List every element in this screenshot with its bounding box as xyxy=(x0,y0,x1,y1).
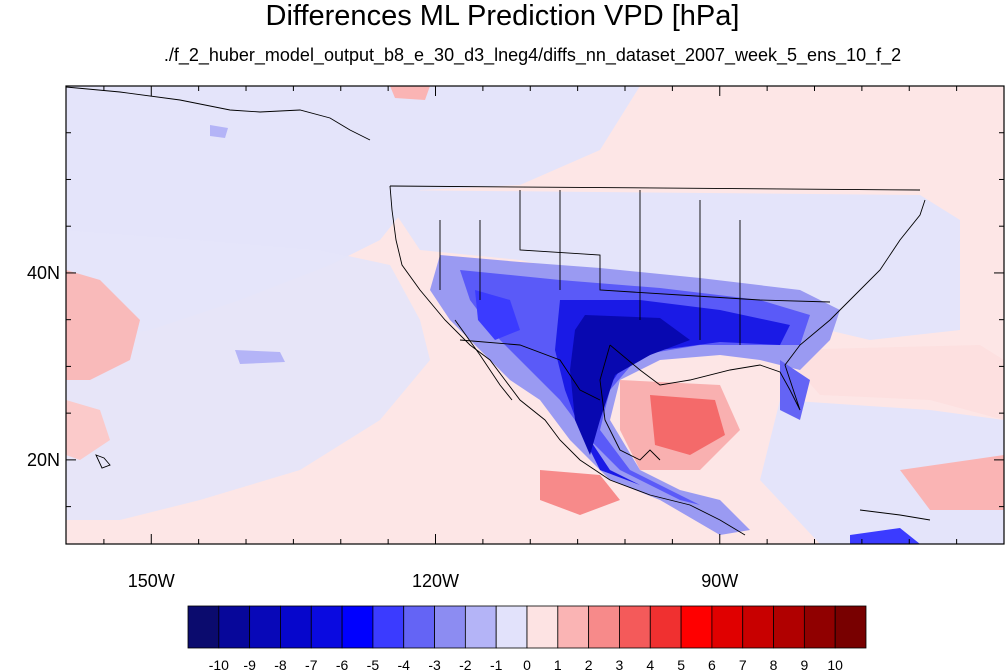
colorbar-label: -7 xyxy=(305,657,318,672)
colorbar-label: -5 xyxy=(367,657,380,672)
colorbar-swatch xyxy=(557,605,590,649)
colorbar-swatch xyxy=(403,605,435,649)
colorbar-swatch xyxy=(341,605,374,649)
colorbar-swatch xyxy=(280,605,312,649)
lon-label: 90W xyxy=(701,571,738,591)
colorbar-swatch xyxy=(434,605,466,649)
colorbar-label: -10 xyxy=(209,657,229,672)
colorbar-label: 4 xyxy=(646,657,654,672)
colorbar-label: -4 xyxy=(398,657,411,672)
colorbar-swatch xyxy=(464,605,497,649)
map-frame xyxy=(65,85,1005,545)
colorbar-swatch xyxy=(526,605,559,649)
colorbar-swatch xyxy=(803,605,836,649)
colorbar-swatch xyxy=(588,605,620,649)
latitude-labels: 40N 20N xyxy=(27,263,60,470)
map-subtitle: ./f_2_huber_model_output_b8_e_30_d3_lneg… xyxy=(163,45,902,65)
coastlines xyxy=(66,86,931,536)
colorbar-swatch xyxy=(649,605,682,649)
colorbar-label: 10 xyxy=(827,657,843,672)
lon-label: 120W xyxy=(412,571,459,591)
colorbar-label: 8 xyxy=(770,657,778,672)
longitude-labels: 150W 120W 90W xyxy=(128,571,739,591)
colorbar-label: -9 xyxy=(243,657,256,672)
lon-label: 150W xyxy=(128,571,175,591)
colorbar-label: 3 xyxy=(616,657,624,672)
colorbar-swatch xyxy=(742,605,774,649)
colorbar-label: 0 xyxy=(523,657,531,672)
colorbar-label: 7 xyxy=(739,657,747,672)
colorbar xyxy=(187,605,867,649)
colorbar-swatch xyxy=(619,605,651,649)
colorbar-label: -2 xyxy=(459,657,472,672)
colorbar-swatch xyxy=(711,605,744,649)
map-title: Differences ML Prediction VPD [hPa] xyxy=(265,0,740,32)
colorbar-swatch xyxy=(218,605,251,649)
colorbar-label: 9 xyxy=(800,657,808,672)
colorbar-label: 1 xyxy=(554,657,562,672)
colorbar-label: 5 xyxy=(677,657,685,672)
difference-field xyxy=(66,86,1004,544)
colorbar-swatch xyxy=(834,605,867,649)
colorbar-label: -8 xyxy=(274,657,287,672)
lat-label: 20N xyxy=(27,450,60,470)
colorbar-swatch xyxy=(495,605,528,649)
colorbar-label: 2 xyxy=(585,657,593,672)
colorbar-labels: -10 -9 -8 -7 -6 -5 -4 -3 -2 -1 0 1 2 3 4 5 6 7 8 9 10 xyxy=(209,657,843,672)
colorbar-swatch xyxy=(773,605,805,649)
axis-ticks xyxy=(66,85,1005,544)
colorbar-label: -3 xyxy=(428,657,441,672)
colorbar-swatch xyxy=(187,605,220,649)
colorbar-label: -1 xyxy=(490,657,503,672)
colorbar-label: -6 xyxy=(336,657,349,672)
colorbar-label: 6 xyxy=(708,657,716,672)
colorbar-swatch xyxy=(310,605,343,649)
lat-label: 40N xyxy=(27,263,60,283)
colorbar-swatch xyxy=(680,605,713,649)
colorbar-swatch xyxy=(372,605,405,649)
colorbar-swatch xyxy=(249,605,281,649)
